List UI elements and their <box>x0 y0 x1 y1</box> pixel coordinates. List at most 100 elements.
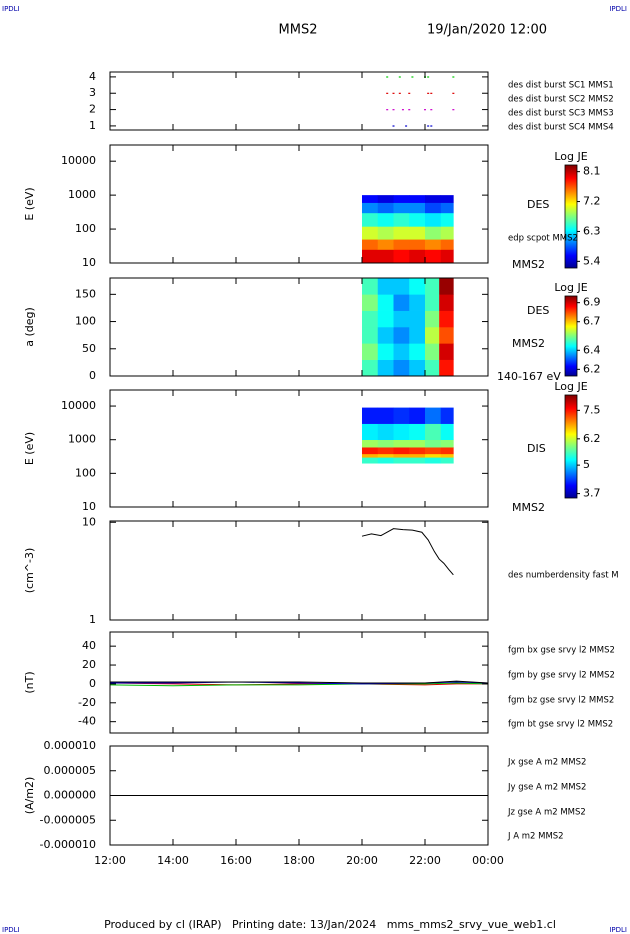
heatmap-cell <box>362 226 379 240</box>
heatmap-cell <box>362 343 379 360</box>
heatmap-cell <box>440 195 454 203</box>
x-tick-label: 00:00 <box>472 854 504 867</box>
heatmap-cell <box>393 407 410 424</box>
y-axis-label: a (deg) <box>23 307 36 347</box>
heatmap-cell <box>393 212 410 227</box>
legend-entry: des dist burst SC4 MMS4 <box>508 123 614 133</box>
side-label: MMS2 <box>512 337 545 350</box>
heatmap-cell <box>409 294 426 311</box>
y-tick-label: 100 <box>75 315 96 328</box>
heatmap-cell <box>362 212 379 227</box>
heatmap-cell <box>409 407 426 424</box>
heatmap-cell <box>393 195 410 203</box>
legend-entry: des dist burst SC3 MMS3 <box>508 109 614 119</box>
heatmap-cell <box>425 447 442 455</box>
heatmap-cell <box>393 453 410 458</box>
heatmap-cell <box>393 423 410 441</box>
heatmap-cell <box>377 457 394 464</box>
colorbar-tick-label: 6.2 <box>583 432 601 445</box>
colorbar-tick-label: 6.2 <box>583 362 601 375</box>
heatmap-cell <box>377 239 394 250</box>
heatmap-cell <box>393 327 410 344</box>
x-tick-label: 22:00 <box>409 854 441 867</box>
heatmap-cell <box>377 343 394 360</box>
series-line <box>110 680 488 684</box>
heatmap-cell <box>425 327 440 344</box>
corner-mark: IPDLI <box>2 5 20 13</box>
title: MMS2 <box>279 23 318 38</box>
heatmap-cell <box>377 327 394 344</box>
legend-entry: des dist burst SC2 MMS2 <box>508 95 614 105</box>
heatmap-cell <box>425 226 442 240</box>
heatmap-cell <box>425 195 442 203</box>
point <box>427 92 430 94</box>
heatmap-cell <box>409 212 426 227</box>
heatmap-cell <box>377 359 394 376</box>
corner-mark: IPDLI <box>2 926 20 934</box>
heatmap-cell <box>409 327 426 344</box>
heatmap-cell <box>377 447 394 455</box>
point <box>452 92 455 94</box>
heatmap-cell <box>409 447 426 455</box>
heatmap-cell <box>377 195 394 203</box>
y-tick-label: -40 <box>78 715 96 728</box>
y-tick-label: 0.000010 <box>44 739 97 752</box>
heatmap-cell <box>409 423 426 441</box>
y-tick-label: 150 <box>75 287 96 300</box>
heatmap-cell <box>377 278 394 295</box>
heatmap-cell <box>439 327 454 344</box>
y-tick-label: 50 <box>82 342 96 355</box>
legend-entry: des numberdensity fast M <box>508 571 619 581</box>
point <box>408 92 411 94</box>
heatmap-cell <box>425 249 442 263</box>
y-axis-label: (A/m2) <box>23 777 36 815</box>
heatmap-cell <box>409 239 426 250</box>
point <box>411 76 414 78</box>
heatmap-cell <box>425 359 440 376</box>
heatmap-cell <box>440 202 454 214</box>
legend-entry: fgm bx gse srvy l2 MMS2 <box>508 646 615 656</box>
x-tick-label: 14:00 <box>157 854 189 867</box>
heatmap-cell <box>409 453 426 458</box>
heatmap-cell <box>425 423 442 441</box>
point <box>430 125 433 127</box>
point <box>386 92 389 94</box>
colorbar-tick-label: 6.3 <box>583 224 601 237</box>
heatmap-cell <box>362 202 379 214</box>
point <box>424 109 426 111</box>
point <box>398 92 401 94</box>
heatmap-cell <box>362 439 379 448</box>
heatmap-cell <box>362 294 379 311</box>
heatmap-cell <box>362 453 379 458</box>
y-tick-label: 0.000000 <box>44 789 97 802</box>
colorbar <box>564 164 578 269</box>
legend-entry: Jz gse A m2 MMS2 <box>507 808 586 818</box>
corner-mark: IPDLI <box>609 5 627 13</box>
point <box>427 125 430 127</box>
heatmap-cell <box>439 278 454 295</box>
heatmap-cell <box>409 439 426 448</box>
y-tick-label: -20 <box>78 696 96 709</box>
y-tick-label: 0.000005 <box>44 764 97 777</box>
x-tick-label: 12:00 <box>94 854 126 867</box>
x-tick-label: 16:00 <box>220 854 252 867</box>
y-tick-label: 4 <box>89 70 96 83</box>
side-label: MMS2 <box>512 501 545 514</box>
side-label: edp scpot MMS2 <box>508 234 578 244</box>
y-tick-label: 10000 <box>61 399 96 412</box>
heatmap-cell <box>425 239 442 250</box>
heatmap-cell <box>440 423 454 441</box>
heatmap-cell <box>393 202 410 214</box>
heatmap-cell <box>440 212 454 227</box>
heatmap-cell <box>439 343 454 360</box>
heatmap-cell <box>440 249 454 263</box>
y-tick-label: 40 <box>82 639 96 652</box>
heatmap-cell <box>362 310 379 328</box>
plot-frame <box>109 520 489 621</box>
heatmap-cell <box>440 239 454 250</box>
point <box>386 76 389 78</box>
heatmap-cell <box>377 226 394 240</box>
heatmap-cell <box>393 343 410 360</box>
x-tick-label: 20:00 <box>346 854 378 867</box>
legend-entry: Jy gse A m2 MMS2 <box>507 783 586 793</box>
